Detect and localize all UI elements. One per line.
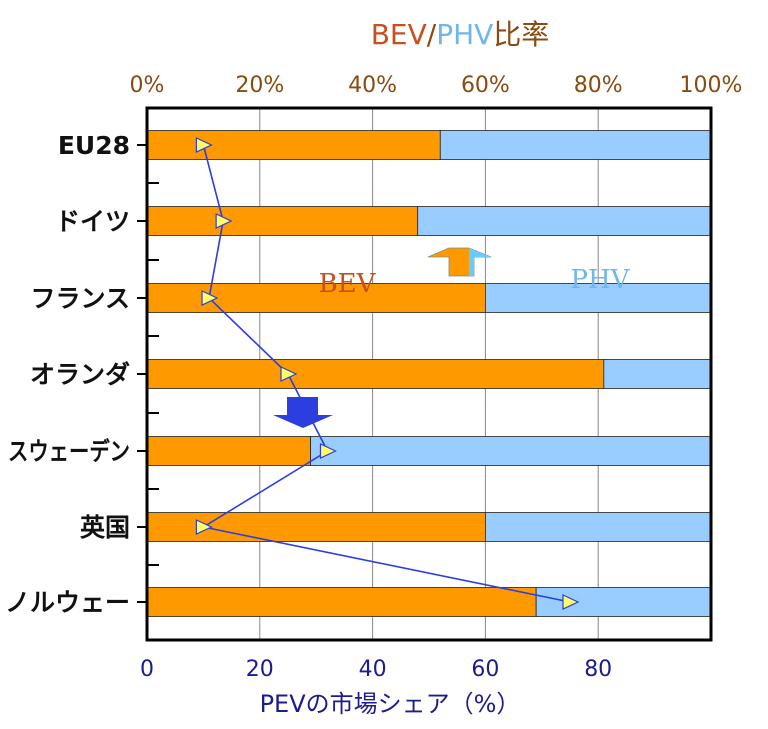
top-tick-label: 80% xyxy=(574,73,623,98)
chart-title: BEV/PHV比率 xyxy=(371,18,550,51)
bar-phv xyxy=(484,512,712,542)
bar-phv xyxy=(603,359,712,389)
title-rest: 比率 xyxy=(493,18,549,51)
top-tick-label: 20% xyxy=(235,73,284,98)
bar-bev xyxy=(146,283,486,313)
bottom-tick-label: 40 xyxy=(359,657,387,682)
up-arrow-left xyxy=(427,247,492,277)
share-marker xyxy=(562,594,580,610)
bottom-tick-label: 80 xyxy=(584,657,612,682)
bars-layer xyxy=(146,130,712,617)
arrows-layer xyxy=(273,247,492,428)
bar-bev xyxy=(146,130,441,160)
share-marker xyxy=(280,366,298,382)
bottom-tick-label: 60 xyxy=(471,657,499,682)
category-label: EU28 xyxy=(58,131,130,160)
bar-bev xyxy=(146,436,311,466)
bar-bev xyxy=(146,359,605,389)
x-axis-label: PEVの市場シェア（%） xyxy=(260,690,521,718)
top-axis-ticks: 0% 20% 40% 60% 80% 100% xyxy=(130,73,743,98)
bottom-tick-label: 0 xyxy=(140,657,154,682)
title-phv: PHV xyxy=(436,18,493,51)
title-bev: BEV xyxy=(371,18,427,51)
market-share-line xyxy=(195,137,580,610)
bar-phv xyxy=(310,436,712,466)
category-label: ドイツ xyxy=(55,207,130,236)
category-label: スウェーデン xyxy=(8,437,130,466)
bottom-axis-ticks: 0 20 40 60 80 xyxy=(140,657,612,682)
annotation-bev: BEV xyxy=(319,269,377,299)
category-label: 英国 xyxy=(80,513,130,542)
bar-phv xyxy=(484,283,712,313)
bar-bev xyxy=(146,587,537,617)
bar-phv xyxy=(535,587,712,617)
bar-bev xyxy=(146,206,419,236)
category-label: フランス xyxy=(30,284,130,313)
category-label: オランダ xyxy=(30,360,130,389)
bottom-tick-label: 20 xyxy=(246,657,274,682)
top-tick-label: 40% xyxy=(348,73,397,98)
plot-frame xyxy=(137,106,713,642)
share-marker xyxy=(195,519,213,535)
share-marker xyxy=(195,137,213,153)
share-marker xyxy=(319,443,337,459)
up-arrow-right xyxy=(469,248,491,276)
bar-phv xyxy=(417,206,712,236)
title-sep: / xyxy=(427,18,437,51)
annotation-phv: PHV xyxy=(571,265,631,295)
share-marker xyxy=(215,213,233,229)
bar-phv xyxy=(439,130,712,160)
top-tick-label: 60% xyxy=(461,73,510,98)
down-arrow xyxy=(273,397,333,428)
share-marker xyxy=(201,290,219,306)
category-label: ノルウェー xyxy=(5,588,130,617)
top-tick-label: 100% xyxy=(680,73,743,98)
top-tick-label: 0% xyxy=(130,73,165,98)
